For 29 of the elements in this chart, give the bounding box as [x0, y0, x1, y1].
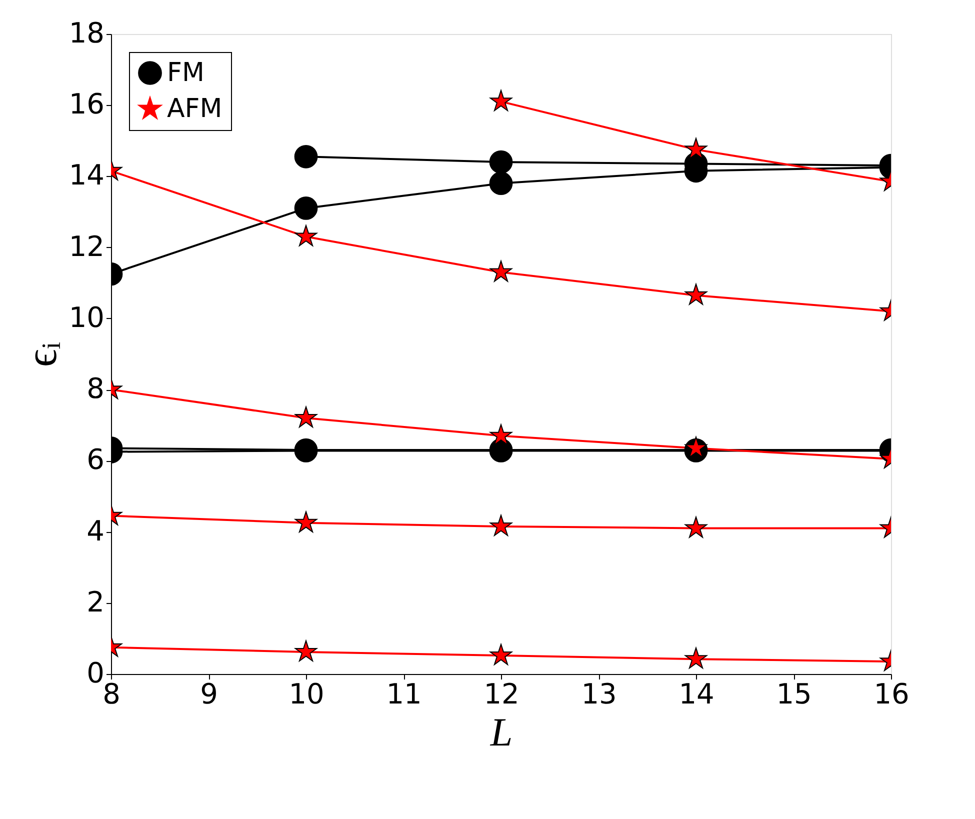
point: [489, 172, 513, 195]
x-tick-label: 14: [678, 678, 714, 710]
point: [490, 644, 512, 666]
point: [490, 260, 512, 282]
y-tick-label: 10: [68, 300, 104, 334]
x-tick-label: 10: [288, 678, 324, 710]
x-tick-label: 12: [484, 678, 520, 710]
point: [490, 90, 512, 112]
y-tick-label: 12: [68, 230, 104, 263]
point: [490, 424, 512, 446]
legend-label: AFM: [167, 94, 222, 124]
x-tick-label: 13: [581, 678, 617, 710]
y-tick-label: 14: [68, 158, 104, 192]
x-tick-label: 9: [200, 678, 218, 710]
point: [489, 150, 513, 174]
y-tick-label: 4: [86, 514, 104, 548]
y-tick-label: 2: [86, 585, 104, 618]
y-tick-label: 8: [86, 372, 104, 406]
y-tick-label: 16: [68, 88, 104, 121]
y-tick-label: 18: [68, 16, 104, 50]
y-tick-label: 6: [86, 443, 104, 476]
point: [490, 514, 512, 536]
legend-label: FM: [167, 58, 204, 88]
x-tick-label: 11: [386, 678, 422, 710]
y-axis-title: ϵᵢ: [16, 342, 66, 368]
x-tick-label: 16: [874, 678, 910, 710]
x-tick-label: 15: [776, 678, 812, 710]
y-tick-label: 0: [86, 656, 104, 690]
x-axis-title: L: [489, 710, 513, 754]
